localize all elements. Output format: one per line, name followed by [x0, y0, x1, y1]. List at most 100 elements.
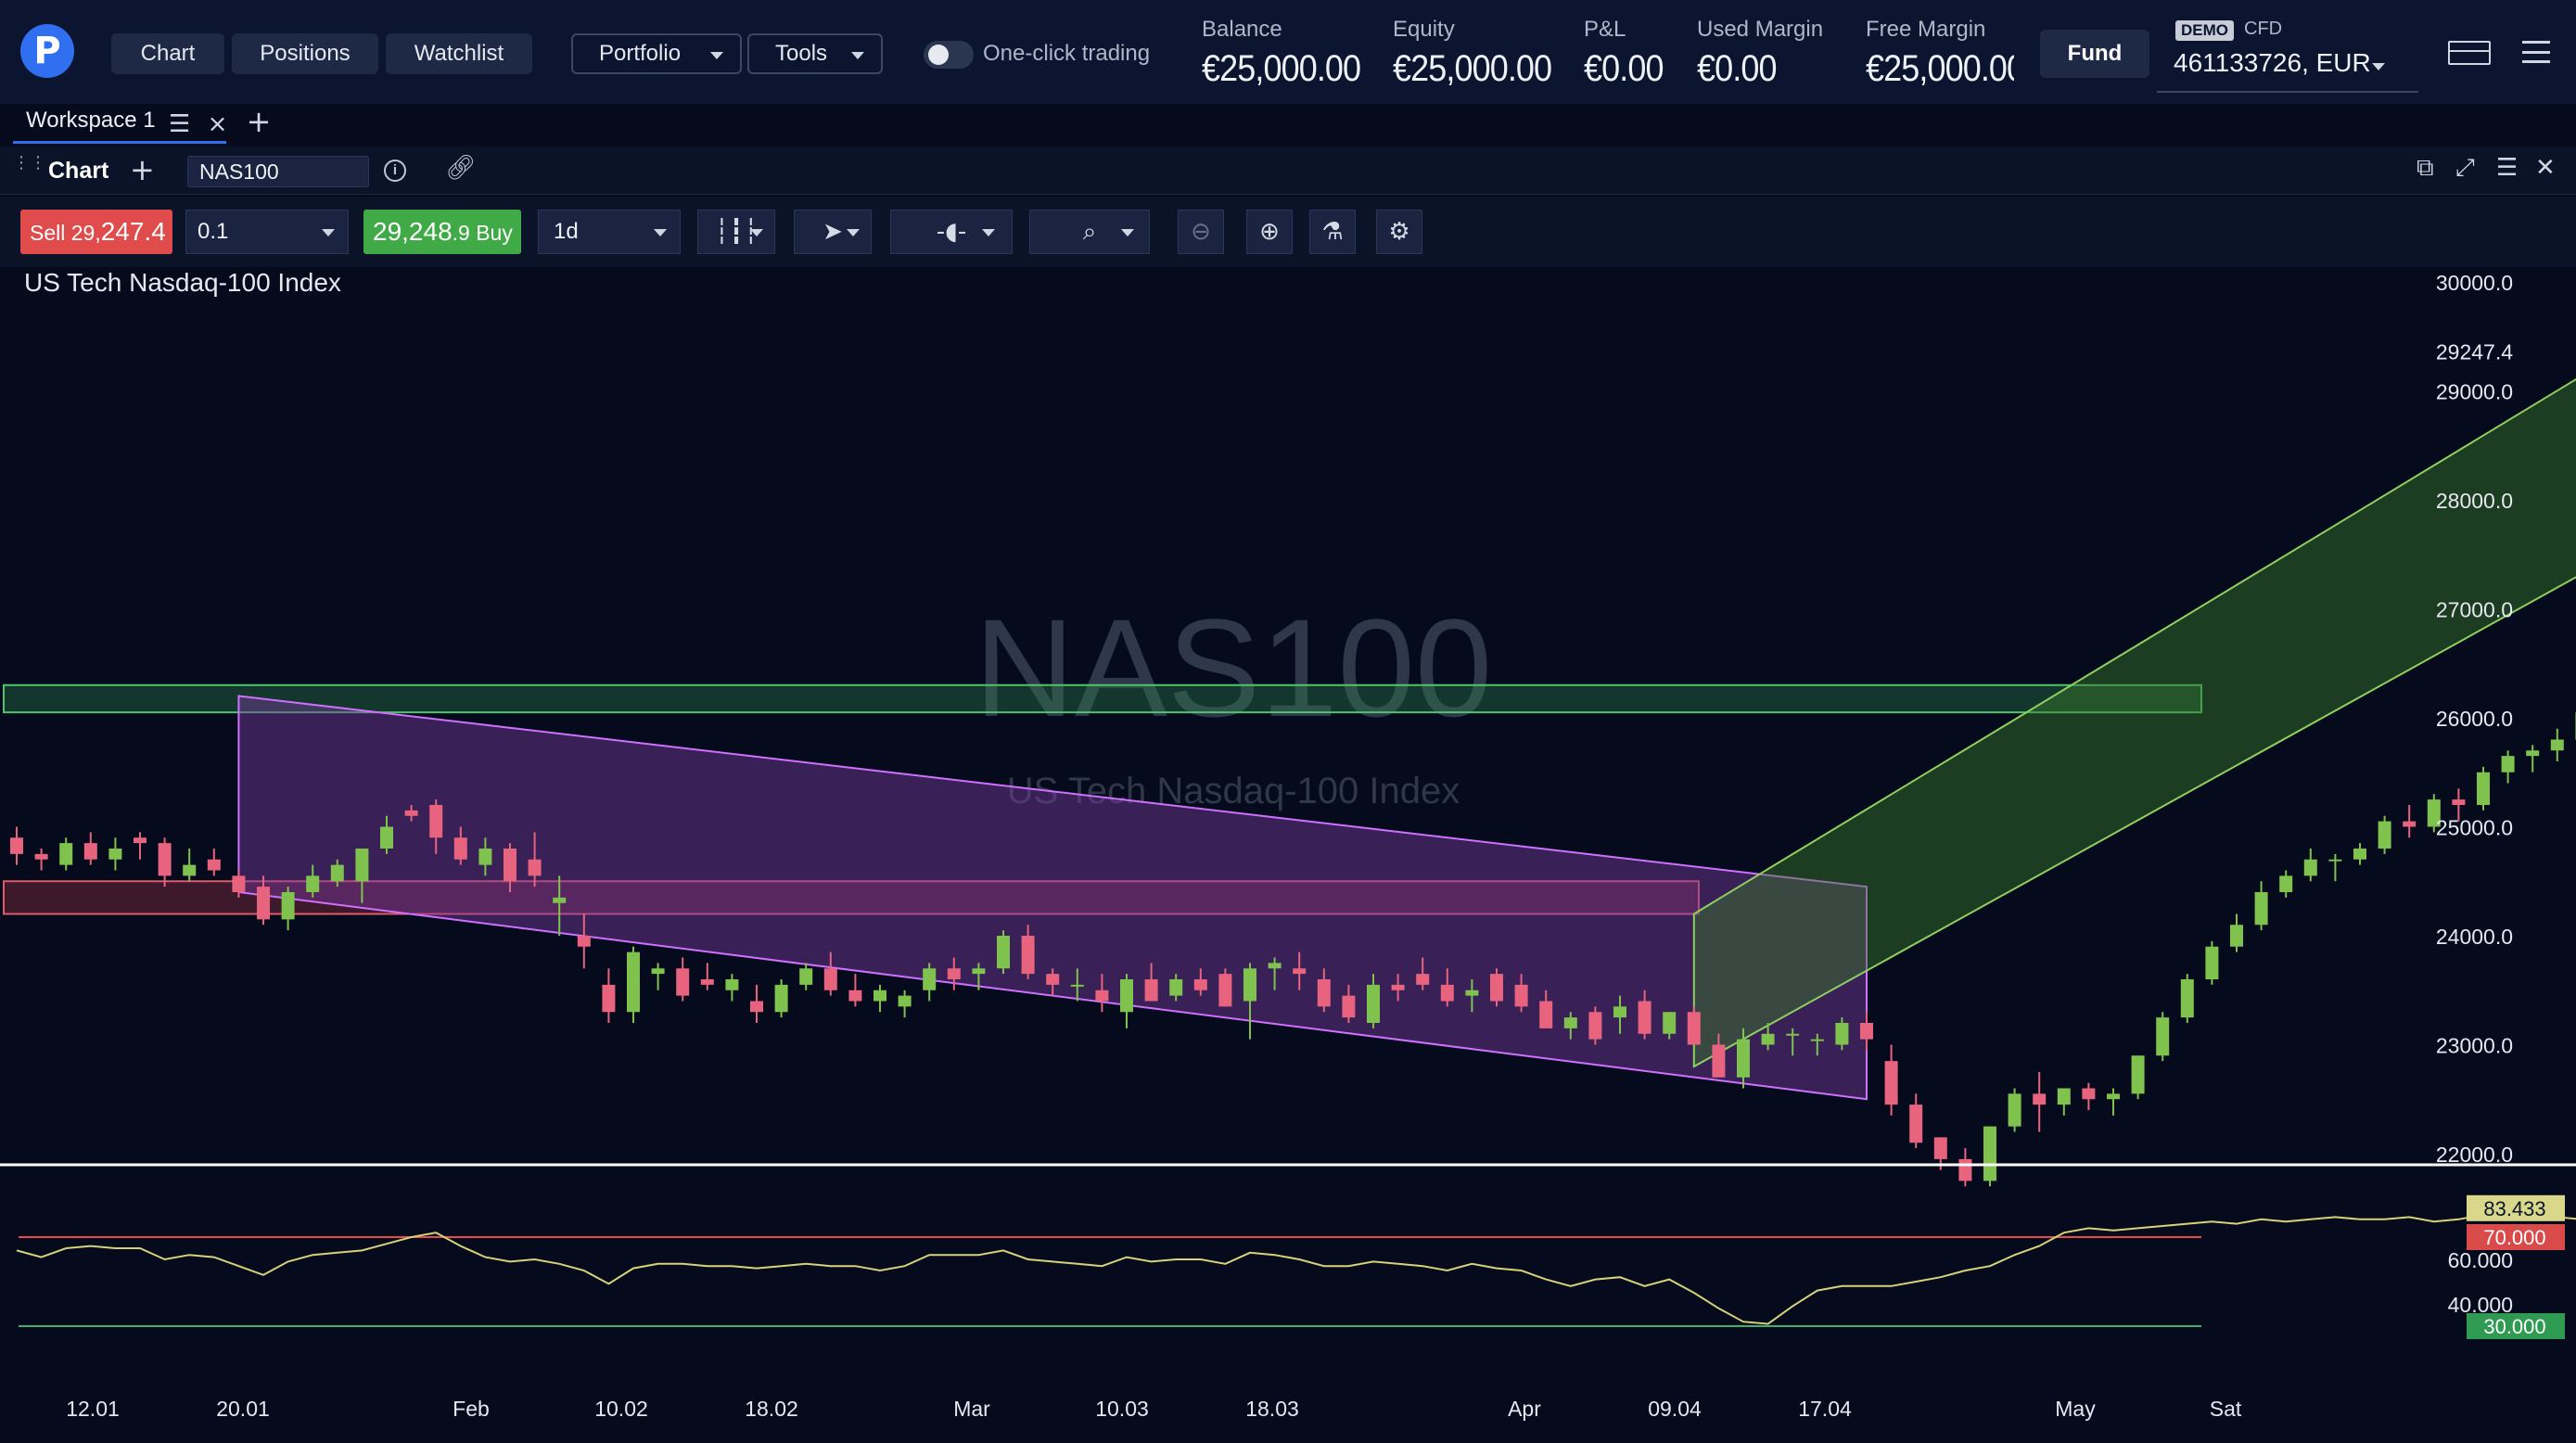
candle-body [1539, 1001, 1553, 1028]
symbol-search-input[interactable]: NAS100 [187, 156, 369, 187]
candle-body [34, 853, 48, 860]
candle-body [1046, 974, 1060, 985]
broker-logo[interactable]: P [20, 24, 74, 78]
candle-body [1514, 984, 1528, 1007]
top-navigation-bar: P Chart Positions Watchlist Portfolio To… [0, 0, 2576, 144]
free-margin-label: Free Margin [1866, 17, 1986, 42]
candle-body [478, 849, 492, 865]
rsi-lower-badge-bg [2467, 1313, 2565, 1339]
cursor-arrow-icon: ➤ [823, 218, 843, 246]
candles-layer [10, 712, 2576, 1187]
price-tick-label: 25000.0 [2436, 816, 2513, 840]
candle-body [2057, 1088, 2071, 1105]
rsi-line [16, 1213, 2576, 1325]
candle-body [2452, 799, 2466, 805]
indicators-button[interactable]: ⚗ [1309, 210, 1356, 254]
candle-body [700, 979, 714, 985]
chevron-down-icon[interactable] [2372, 63, 2385, 70]
used-margin-value: €0.00 [1697, 48, 1777, 89]
candle-body [2180, 979, 2194, 1018]
timeframe-dropdown[interactable]: 1d [538, 210, 681, 254]
one-click-trading-toggle[interactable] [924, 41, 974, 69]
time-tick-label: 18.02 [745, 1397, 798, 1421]
sell-button[interactable]: Sell 29,247.4 [20, 210, 172, 254]
price-tick-label: 24000.0 [2436, 925, 2513, 949]
workspace-tab[interactable]: Workspace 1 [26, 108, 156, 133]
candle-body [2477, 772, 2490, 805]
panel-menu-icon[interactable]: ☰ [2496, 154, 2519, 182]
candle-body [651, 968, 665, 975]
nav-positions-button[interactable]: Positions [232, 33, 378, 74]
add-workspace-icon[interactable]: + [246, 104, 272, 139]
nav-chart-button[interactable]: Chart [111, 33, 224, 74]
candle-body [1860, 1023, 1873, 1040]
main-menu-icon[interactable] [2522, 41, 2550, 63]
cursor-tool-button[interactable]: ➤ [794, 210, 872, 254]
candle-body [1663, 1012, 1677, 1034]
candle-body [1712, 1044, 1726, 1078]
portfolio-dropdown[interactable]: Portfolio [571, 33, 742, 74]
candle-body [2082, 1088, 2096, 1100]
add-chart-icon[interactable]: + [130, 152, 155, 187]
candle-body [947, 968, 961, 979]
layout-panel-icon[interactable] [2448, 41, 2491, 65]
panel-title: Chart [48, 158, 109, 184]
price-tick-label: 23000.0 [2436, 1034, 2513, 1058]
tab-menu-icon[interactable]: ☰ [169, 110, 191, 138]
workspace-tab-actions: ☰ × + [169, 104, 271, 139]
zoom-tool-button[interactable]: ⌕ [1029, 210, 1150, 254]
candle-body [2156, 1017, 2170, 1056]
close-icon[interactable]: × [207, 110, 228, 138]
candle-body [823, 968, 837, 990]
rsi-tick-label: 40.000 [2448, 1293, 2513, 1317]
candle-body [134, 837, 147, 844]
buy-button[interactable]: 29,248.9 Buy [363, 210, 521, 254]
quantity-input[interactable]: 0.1 [185, 210, 349, 254]
popout-icon[interactable]: ⧉ [2417, 154, 2434, 182]
watermark-name: US Tech Nasdaq-100 Index [1007, 771, 1460, 811]
chart-type-button[interactable]: ┆┇┆ [697, 210, 775, 254]
drawing-tool-button[interactable]: -◖- [890, 210, 1013, 254]
candle-body [2279, 875, 2293, 892]
portfolio-label: Portfolio [599, 41, 682, 66]
candle-body [1391, 984, 1405, 990]
candle-body [1909, 1105, 1923, 1143]
nav-watchlist-button[interactable]: Watchlist [386, 33, 532, 74]
candle-body [1933, 1137, 1947, 1159]
price-tick-label: 28000.0 [2436, 489, 2513, 513]
chart-panel-header [0, 147, 2576, 195]
candle-body [923, 968, 937, 990]
candle-body [2328, 859, 2342, 862]
account-selector[interactable]: 461133726, EUR [2174, 48, 2371, 77]
price-chart[interactable]: NAS100 US Tech Nasdaq-100 Index US Tech … [0, 267, 2576, 1443]
logo-letter: P [33, 30, 61, 72]
drag-handle-icon[interactable]: ⋮⋮ [13, 155, 46, 180]
zoom-out-icon: ⊖ [1191, 218, 1211, 246]
chevron-down-icon [851, 52, 864, 59]
candle-body [1120, 979, 1133, 1013]
close-panel-icon[interactable]: ✕ [2535, 154, 2556, 182]
candle-body [972, 968, 986, 975]
candle-body [997, 936, 1010, 969]
info-icon[interactable]: i [384, 160, 406, 182]
time-tick-label: 10.03 [1095, 1397, 1149, 1421]
watermark-symbol: NAS100 [975, 590, 1493, 746]
equity-label: Equity [1393, 17, 1455, 42]
candle-body [2033, 1093, 2047, 1105]
chevron-down-icon [1121, 229, 1134, 236]
time-tick-label: Apr [1508, 1397, 1541, 1421]
zoom-out-button[interactable]: ⊖ [1178, 210, 1224, 254]
candle-body [1416, 974, 1430, 985]
maximize-icon[interactable]: ⤢ [2455, 154, 2475, 182]
zoom-in-button[interactable]: ⊕ [1246, 210, 1293, 254]
link-icon[interactable]: 🔗︎ [445, 154, 477, 182]
tools-dropdown[interactable]: Tools [747, 33, 883, 74]
candle-body [1144, 979, 1158, 1002]
settings-button[interactable]: ⚙ [1376, 210, 1422, 254]
candle-body [355, 849, 369, 882]
rsi-upper-badge: 70.000 [2483, 1226, 2545, 1249]
price-tick-label: 22000.0 [2436, 1143, 2513, 1167]
candle-body [2254, 892, 2268, 926]
candle-body [1958, 1158, 1972, 1181]
fund-button[interactable]: Fund [2040, 30, 2149, 78]
